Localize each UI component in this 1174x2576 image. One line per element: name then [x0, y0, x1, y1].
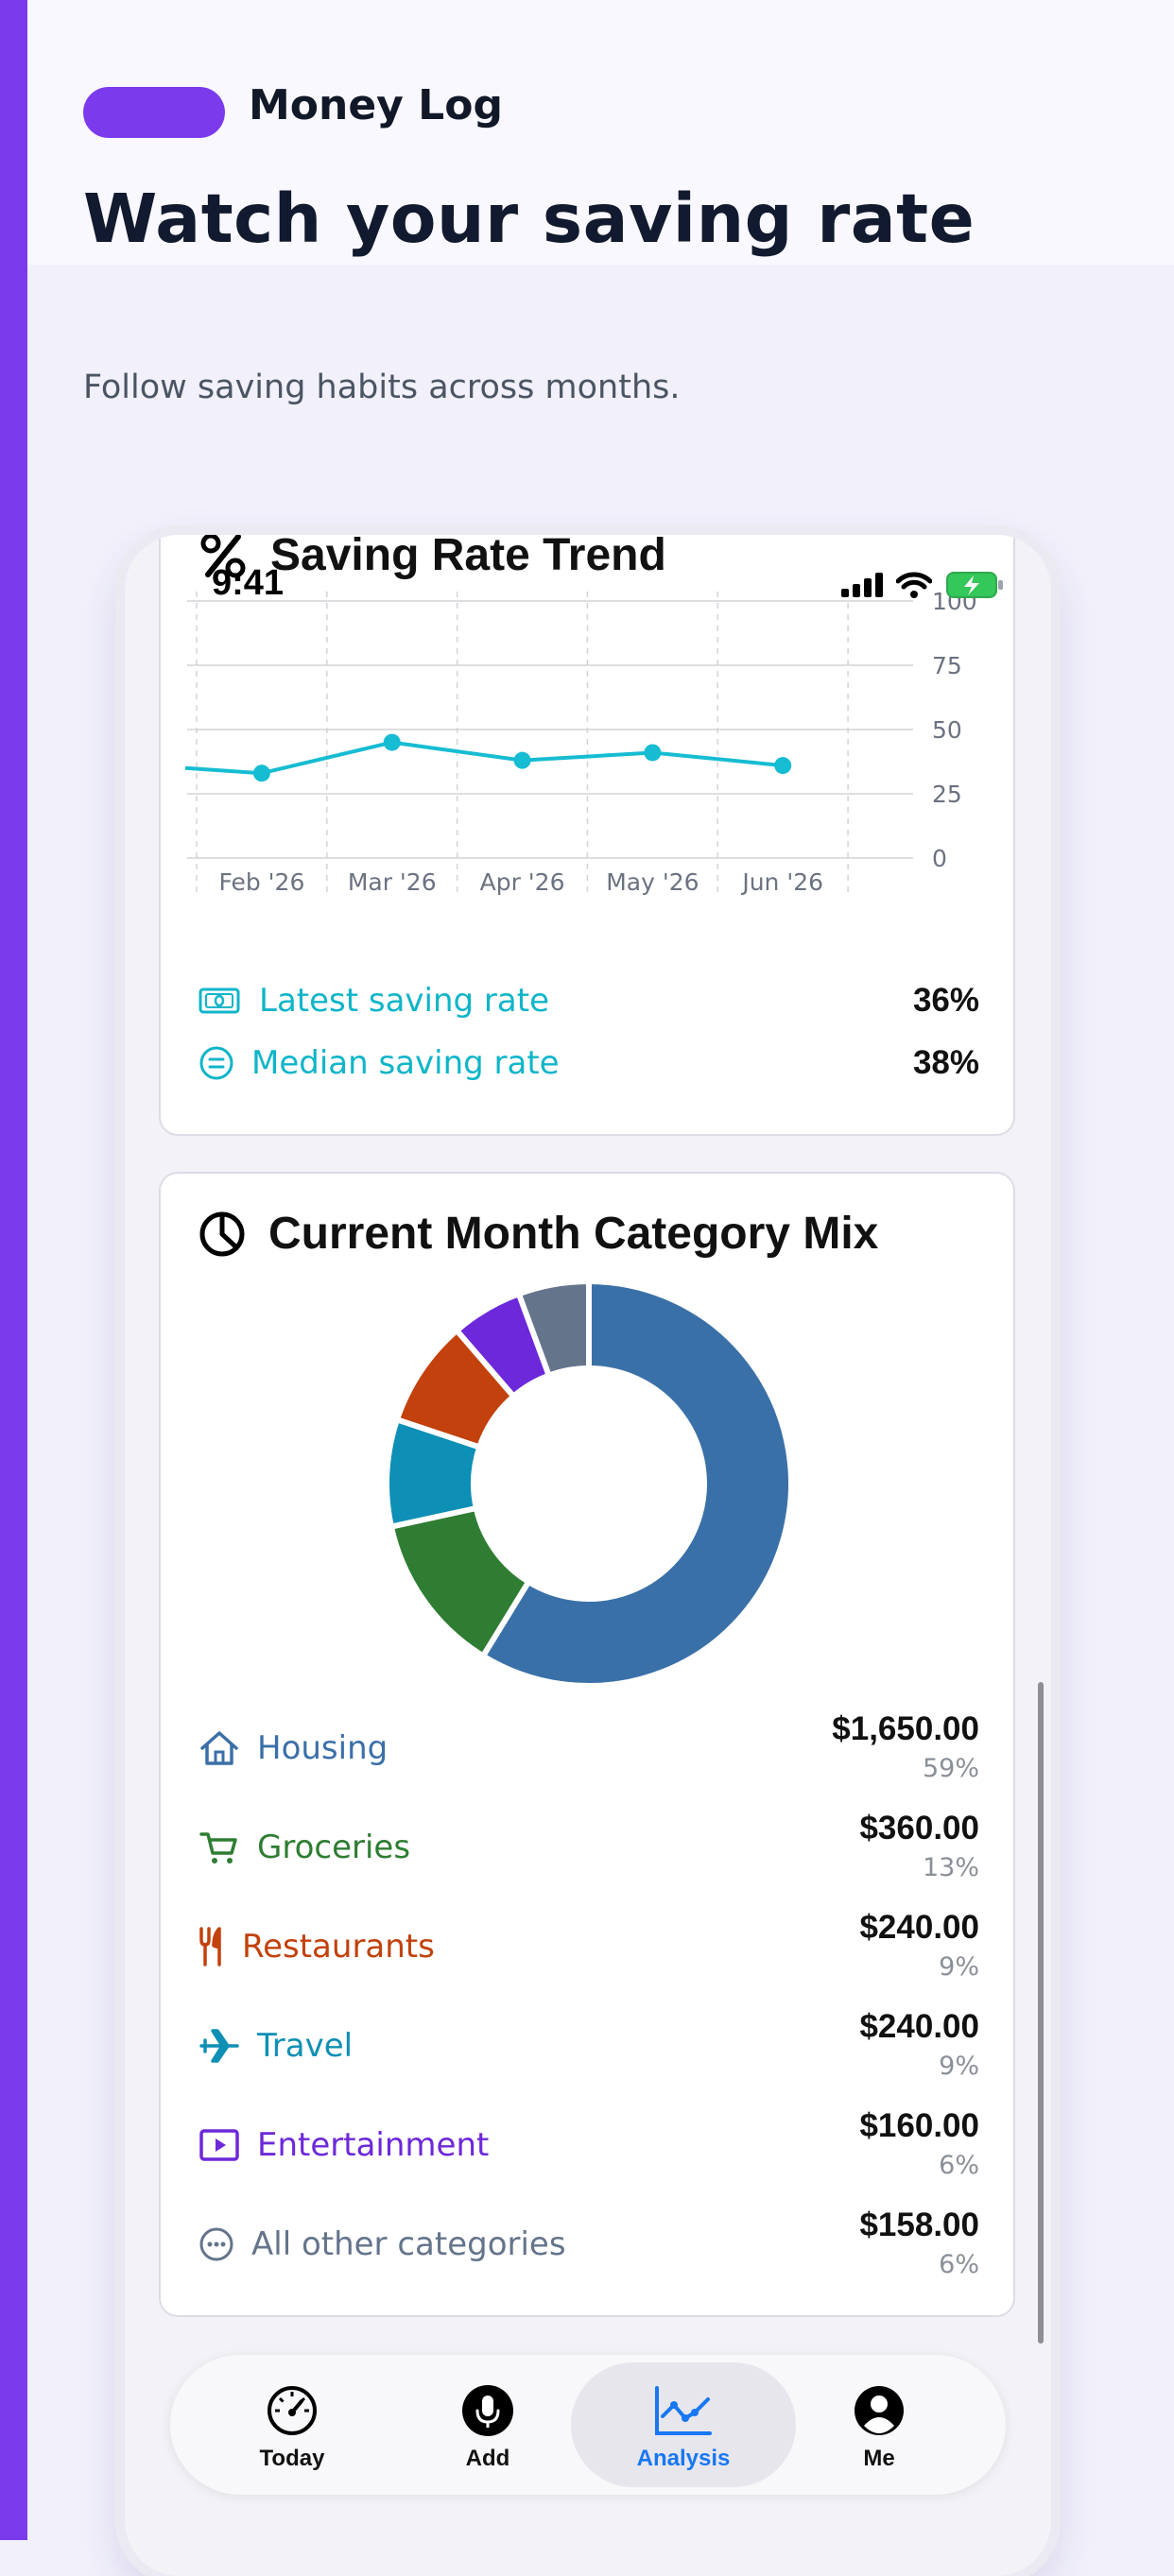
category-amount: $240.00	[859, 1909, 979, 1946]
banknote-icon	[199, 980, 240, 1022]
category-donut-chart	[384, 1279, 794, 1689]
speedometer-icon	[266, 2383, 319, 2438]
category-row-left: Housing	[199, 1727, 388, 1769]
category-percent: 9%	[939, 2052, 979, 2081]
category-amount: $160.00	[859, 2107, 979, 2144]
tab-me[interactable]: Me	[767, 2362, 992, 2487]
y-tick-label: 50	[932, 716, 962, 744]
x-tick-label: Apr '26	[480, 868, 565, 896]
saving-rate-series-line	[184, 740, 784, 776]
brand-name: Money Log	[249, 81, 503, 129]
category-row-entertainment[interactable]: Entertainment $160.00 6%	[199, 2107, 979, 2192]
tab-bar: Today Add	[170, 2355, 1006, 2495]
latest-saving-rate-value: 36%	[912, 982, 979, 1019]
category-percent: 6%	[939, 2151, 979, 2180]
ellipsis-circle-icon	[199, 2224, 234, 2265]
category-percent: 6%	[939, 2250, 979, 2279]
x-tick-label: Mar '26	[348, 868, 437, 896]
category-amount: $240.00	[859, 2008, 979, 2045]
tab-label: Analysis	[636, 2446, 731, 2471]
category-percent: 59%	[922, 1754, 979, 1783]
percent-icon	[200, 535, 246, 577]
saving-rate-point	[774, 757, 792, 775]
phone-frame: 9:41	[125, 535, 1051, 2576]
tab-label: Today	[259, 2446, 325, 2471]
saving-rate-point	[252, 764, 270, 782]
pie-chart-icon	[199, 1211, 245, 1256]
category-name: Travel	[257, 2027, 354, 2065]
brand-logo-pill	[83, 87, 225, 138]
x-tick-label: May '26	[606, 868, 699, 896]
house-icon	[199, 1727, 240, 1769]
equals-circle-icon	[199, 1042, 234, 1084]
page-headline: Watch your saving rate	[83, 180, 975, 258]
line-chart-icon	[653, 2383, 714, 2438]
category-row-groceries[interactable]: Groceries $360.00 13%	[199, 1810, 979, 1895]
saving-rate-point	[644, 744, 662, 762]
status-time: 9:41	[212, 563, 285, 603]
scroll-indicator[interactable]	[1038, 1682, 1044, 2344]
status-bar: 9:41	[125, 563, 1051, 620]
y-tick-label: 0	[932, 845, 947, 872]
saving-rate-title-text: Saving Rate Trend	[270, 535, 666, 580]
category-mix-title-text: Current Month Category Mix	[268, 1209, 879, 1259]
saving-rate-card-title: Saving Rate Trend	[199, 535, 666, 581]
play-icon	[199, 2124, 240, 2166]
cart-icon	[199, 1827, 240, 1868]
latest-saving-rate-row: Latest saving rate 36%	[199, 977, 979, 1024]
category-mix-card: Current Month Category Mix Housing $1,65…	[159, 1172, 1015, 2317]
category-amount: $360.00	[859, 1810, 979, 1846]
category-name: Groceries	[257, 1829, 411, 1866]
category-row-left: All other categories	[199, 2224, 566, 2265]
category-row-left: Restaurants	[199, 1926, 435, 1967]
category-amount: $158.00	[859, 2207, 979, 2243]
category-row-left: Travel	[199, 2025, 353, 2067]
category-amount: $1,650.00	[832, 1710, 979, 1747]
status-icons	[841, 571, 1004, 599]
category-row-restaurants[interactable]: Restaurants $240.00 9%	[199, 1909, 979, 1994]
tab-analysis[interactable]: Analysis	[571, 2362, 796, 2487]
category-row-travel[interactable]: Travel $240.00 9%	[199, 2008, 979, 2093]
y-tick-label: 75	[932, 652, 962, 679]
tab-today[interactable]: Today	[180, 2362, 405, 2487]
latest-saving-rate-label: Latest saving rate	[259, 982, 549, 1020]
category-name: Entertainment	[257, 2126, 490, 2164]
category-row-other[interactable]: All other categories $158.00 6%	[199, 2207, 979, 2292]
saving-rate-point	[383, 733, 401, 751]
category-row-left: Groceries	[199, 1827, 410, 1868]
wifi-icon	[896, 572, 932, 598]
person-circle-icon	[853, 2383, 906, 2438]
x-tick-label: Feb '26	[218, 868, 304, 896]
battery-charging-icon	[946, 572, 1003, 598]
x-tick-label: Jun '26	[740, 868, 823, 896]
saving-rate-card: Saving Rate Trend 0 25 50 75 100 Feb '26 Mar '…	[159, 535, 1015, 1136]
category-row-housing[interactable]: Housing $1,650.00 59%	[199, 1710, 979, 1795]
donut-slice-housing	[480, 1279, 794, 1689]
category-percent: 13%	[922, 1853, 979, 1882]
category-name: All other categories	[251, 2225, 566, 2263]
microphone-icon	[461, 2383, 514, 2438]
page-subhead: Follow saving habits across months.	[83, 369, 681, 406]
median-saving-rate-row: Median saving rate 38%	[199, 1039, 979, 1087]
saving-rate-point	[513, 751, 531, 769]
category-mix-card-title: Current Month Category Mix	[199, 1208, 878, 1260]
tab-label: Me	[863, 2446, 895, 2471]
airplane-icon	[199, 2025, 240, 2067]
category-name: Housing	[257, 1729, 388, 1767]
category-name: Restaurants	[242, 1928, 435, 1966]
category-percent: 9%	[939, 1952, 979, 1982]
accent-sidebar-strip	[0, 0, 27, 2540]
fork-knife-icon	[199, 1926, 225, 1967]
header-band	[27, 0, 1174, 265]
median-saving-rate-label: Median saving rate	[251, 1044, 560, 1082]
cellular-signal-icon	[841, 573, 883, 597]
tab-label: Add	[465, 2446, 510, 2471]
y-tick-label: 25	[932, 781, 962, 808]
donut-slice-all-other-categories	[515, 1279, 592, 1379]
median-saving-rate-value: 38%	[912, 1044, 979, 1081]
tab-add[interactable]: Add	[375, 2362, 600, 2487]
category-row-left: Entertainment	[199, 2124, 489, 2166]
